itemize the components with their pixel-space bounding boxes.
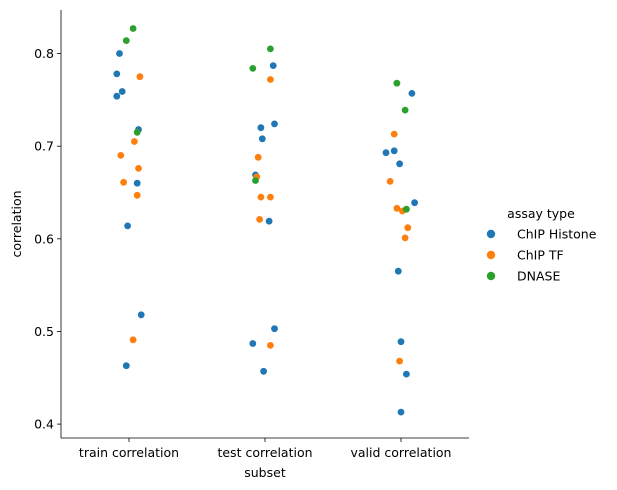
plot-area (113, 25, 418, 416)
legend: assay type ChIP Histone ChIP TF DNASE (486, 206, 597, 284)
data-point-chip-histone (122, 362, 130, 370)
data-point-dnase (133, 128, 141, 136)
data-point-dnase (393, 79, 401, 87)
data-point-dnase (129, 25, 137, 32)
data-point-chip-histone (403, 370, 410, 378)
data-point-chip-histone (133, 179, 141, 187)
data-point-dnase (249, 65, 257, 72)
data-point-chip-tf (135, 165, 142, 172)
data-point-chip-tf (390, 130, 398, 138)
data-point-chip-histone (124, 222, 131, 230)
data-point-chip-histone (271, 120, 278, 128)
data-point-chip-tf (129, 336, 137, 344)
y-tick-label: 0.6 (34, 231, 54, 246)
data-point-chip-histone (137, 311, 145, 319)
data-point-chip-histone (113, 92, 121, 100)
data-point-chip-histone (408, 90, 416, 97)
data-point-chip-histone (116, 50, 123, 57)
legend-title: assay type (507, 206, 575, 221)
y-axis: 0.4 0.5 0.6 0.7 0.8 (34, 10, 62, 438)
data-point-chip-tf (393, 204, 401, 212)
data-point-chip-histone (271, 325, 278, 333)
data-point-chip-tf (136, 73, 144, 81)
data-point-chip-histone (249, 340, 257, 347)
data-point-chip-histone (258, 135, 266, 143)
data-point-chip-histone (269, 62, 277, 69)
data-point-chip-tf (254, 153, 262, 161)
data-point-chip-tf (401, 234, 409, 242)
data-point-chip-histone (113, 70, 121, 78)
data-point-chip-tf (267, 342, 274, 349)
legend-label: DNASE (517, 269, 560, 284)
legend-label: ChIP Histone (517, 227, 597, 242)
legend-marker (486, 271, 496, 281)
x-tick-label: train correlation (79, 445, 179, 460)
data-point-chip-tf (267, 193, 274, 201)
legend-marker (486, 229, 496, 239)
data-point-chip-tf (117, 152, 125, 159)
data-point-chip-tf (131, 138, 138, 145)
data-point-chip-tf (256, 216, 263, 223)
x-axis: train correlation test correlation valid c… (61, 437, 469, 460)
data-point-chip-tf (404, 224, 412, 232)
data-point-dnase (267, 45, 274, 53)
data-point-dnase (122, 37, 130, 44)
data-point-chip-histone (411, 199, 418, 207)
data-point-chip-histone (396, 160, 403, 168)
data-point-chip-tf (257, 193, 265, 201)
data-point-chip-histone (382, 149, 390, 157)
data-point-dnase (401, 106, 409, 114)
data-point-chip-histone (397, 408, 405, 416)
y-tick-label: 0.5 (34, 324, 54, 339)
data-point-chip-tf (133, 191, 141, 199)
x-axis-title: subset (244, 465, 286, 480)
y-axis-title: correlation (9, 190, 24, 257)
data-point-chip-histone (394, 267, 402, 275)
data-point-chip-histone (118, 88, 126, 95)
legend-marker (486, 250, 496, 260)
data-point-chip-histone (397, 338, 405, 346)
data-point-chip-tf (386, 178, 394, 185)
data-point-chip-tf (396, 357, 403, 365)
x-tick-label: test correlation (217, 445, 312, 460)
y-tick-label: 0.7 (34, 139, 54, 154)
data-point-chip-histone (260, 367, 267, 375)
data-point-chip-tf (120, 178, 127, 186)
data-point-chip-histone (390, 147, 398, 155)
x-tick-label: valid correlation (351, 445, 452, 460)
data-point-chip-histone (257, 124, 265, 132)
legend-label: ChIP TF (517, 248, 564, 263)
data-point-chip-tf (267, 76, 274, 83)
data-point-dnase (403, 205, 410, 213)
y-tick-label: 0.4 (34, 417, 54, 432)
data-point-dnase (252, 177, 259, 184)
data-point-chip-histone (265, 217, 273, 225)
y-tick-label: 0.8 (34, 46, 54, 61)
